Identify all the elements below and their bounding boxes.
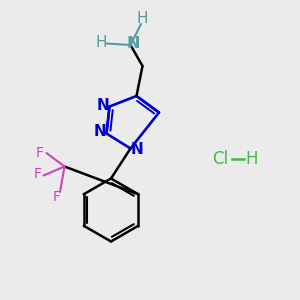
Text: H: H (137, 11, 148, 26)
Text: N: N (131, 142, 143, 158)
Text: F: F (53, 190, 61, 204)
Text: N: N (97, 98, 109, 112)
Text: H: H (95, 35, 107, 50)
Text: Cl: Cl (212, 150, 229, 168)
Text: F: F (34, 167, 42, 181)
Text: N: N (94, 124, 106, 140)
Text: F: F (36, 146, 44, 160)
Text: N: N (127, 36, 140, 51)
Text: H: H (246, 150, 258, 168)
